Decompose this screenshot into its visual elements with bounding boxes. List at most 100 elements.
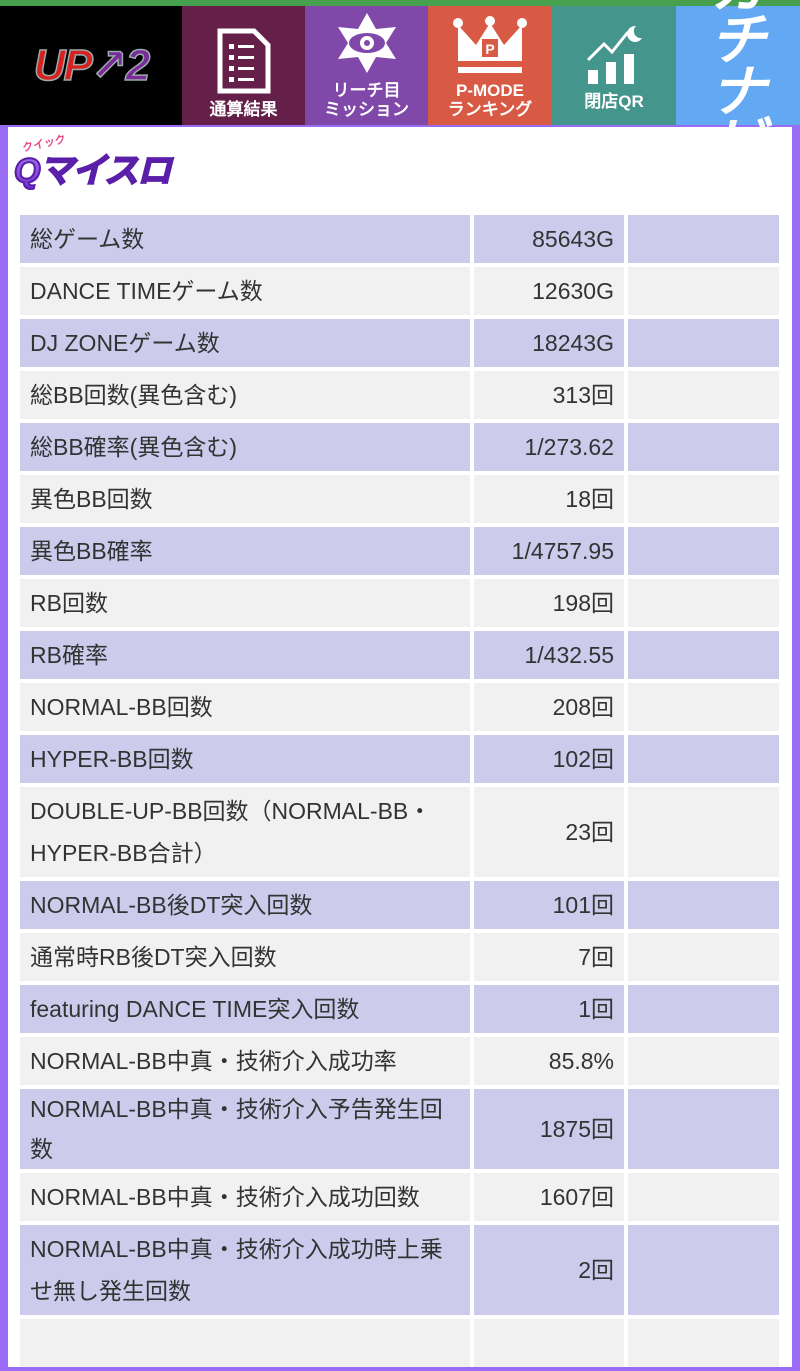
table-row: DOUBLE-UP-BB回数（NORMAL-BB・HYPER-BB合計） 23回 [20,787,779,877]
disc-up-2-logo[interactable]: UP↗2 [0,6,182,125]
row-extra [628,1319,779,1367]
nav-label-line1: P-MODE [456,81,524,100]
row-value: 18243G [474,319,624,367]
row-extra [628,881,779,929]
stats-table: 総ゲーム数 85643G DANCE TIMEゲーム数 12630G DJ ZONEゲー… [16,211,783,1371]
table-row: NORMAL-BB中真・技術介入成功率 85.8% [20,1037,779,1085]
nav-label: 閉店QR [584,92,644,111]
row-label: 総ゲーム数 [20,215,470,263]
row-extra [628,1173,779,1221]
row-label: 異色BB確率 [20,527,470,575]
table-row: 総BB回数(異色含む) 313回 [20,371,779,419]
row-value: 1/4757.95 [474,527,624,575]
q-my-slo-logo: Qマイスロ [13,143,172,192]
row-extra [628,735,779,783]
row-value: 12630G [474,267,624,315]
row-label: NORMAL-BB中真・技術介入成功回数 [20,1173,470,1221]
row-label: 異色BB回数 [20,475,470,523]
table-row: 総BB確率(異色含む) 1/273.62 [20,423,779,471]
row-extra [628,631,779,679]
table-row: NORMAL-BB中真・技術介入成功時上乗せ無し発生回数 2回 [20,1225,779,1315]
row-value: 313回 [474,371,624,419]
eye-star-icon [337,13,396,73]
table-row: RB確率 1/432.55 [20,631,779,679]
row-value: 102回 [474,735,624,783]
row-label: NORMAL-BB中真・技術介入成功時上乗せ無し発生回数 [20,1225,470,1315]
row-value: 1607回 [474,1173,624,1221]
row-value: 18回 [474,475,624,523]
row-label: RB確率 [20,631,470,679]
row-label: NORMAL-BB回数 [20,683,470,731]
row-label: DANCE TIMEゲーム数 [20,267,470,315]
row-value: 85.8% [474,1037,624,1085]
kachinavi-logo[interactable]: カチナビ [676,0,800,171]
table-row [20,1319,779,1367]
nav-label-line2: ミッション [324,100,409,119]
table-row: NORMAL-BB回数 208回 [20,683,779,731]
row-value: 1回 [474,985,624,1033]
row-label: featuring DANCE TIME突入回数 [20,985,470,1033]
nav-label-line2: ランキング [447,100,533,119]
table-row: 総ゲーム数 85643G [20,215,779,263]
row-extra [628,933,779,981]
row-value: 1/432.55 [474,631,624,679]
row-extra [628,475,779,523]
chart-up-icon [586,25,642,84]
nav-tsusan-kekka[interactable]: 通算結果 [182,6,305,125]
row-label: DOUBLE-UP-BB回数（NORMAL-BB・HYPER-BB合計） [20,787,470,877]
table-row: NORMAL-BB中真・技術介入成功回数 1607回 [20,1173,779,1221]
table-row: 異色BB確率 1/4757.95 [20,527,779,575]
row-label: NORMAL-BB後DT突入回数 [20,881,470,929]
row-label: NORMAL-BB中真・技術介入成功率 [20,1037,470,1085]
row-extra [628,579,779,627]
row-value: 101回 [474,881,624,929]
row-value: 7回 [474,933,624,981]
row-extra [628,683,779,731]
row-extra [628,215,779,263]
nav-bar: UP↗2 通算結果 リーチ目 ミッション P P-MODE ランキング 閉店QR… [0,0,800,171]
row-label: DJ ZONEゲーム数 [20,319,470,367]
row-label: NORMAL-BB中真・技術介入予告発生回数 [20,1089,470,1169]
row-extra [628,787,779,877]
nav-reach-me-mission[interactable]: リーチ目 ミッション [305,6,428,125]
nav-closing-qr[interactable]: 閉店QR [552,6,676,125]
nav-label-line1: リーチ目 [332,81,401,100]
row-value: 1/273.62 [474,423,624,471]
row-label: 総BB回数(異色含む) [20,371,470,419]
top-bar [0,0,800,6]
row-value: 23回 [474,787,624,877]
row-label: RB回数 [20,579,470,627]
nav-label: 通算結果 [209,100,278,119]
row-label: HYPER-BB回数 [20,735,470,783]
table-row: RB回数 198回 [20,579,779,627]
crown-icon: P [453,16,527,73]
row-extra [628,319,779,367]
row-extra [628,1037,779,1085]
row-value: 2回 [474,1225,624,1315]
row-extra [628,371,779,419]
table-row: DJ ZONEゲーム数 18243G [20,319,779,367]
row-extra [628,985,779,1033]
row-value: 1875回 [474,1089,624,1169]
row-value: 198回 [474,579,624,627]
table-row: featuring DANCE TIME突入回数 1回 [20,985,779,1033]
document-list-icon [217,28,270,94]
nav-p-mode-ranking[interactable]: P P-MODE ランキング [428,6,552,125]
table-row: NORMAL-BB中真・技術介入予告発生回数 1875回 [20,1089,779,1169]
row-extra [628,267,779,315]
table-row: NORMAL-BB後DT突入回数 101回 [20,881,779,929]
row-value [474,1319,624,1367]
table-row: HYPER-BB回数 102回 [20,735,779,783]
row-extra [628,527,779,575]
table-row: 異色BB回数 18回 [20,475,779,523]
row-value: 85643G [474,215,624,263]
table-row: DANCE TIMEゲーム数 12630G [20,267,779,315]
row-label [20,1319,470,1367]
row-extra [628,1089,779,1169]
table-row: 通常時RB後DT突入回数 7回 [20,933,779,981]
row-label: 総BB確率(異色含む) [20,423,470,471]
row-extra [628,1225,779,1315]
svg-text:P: P [485,41,494,57]
row-value: 208回 [474,683,624,731]
